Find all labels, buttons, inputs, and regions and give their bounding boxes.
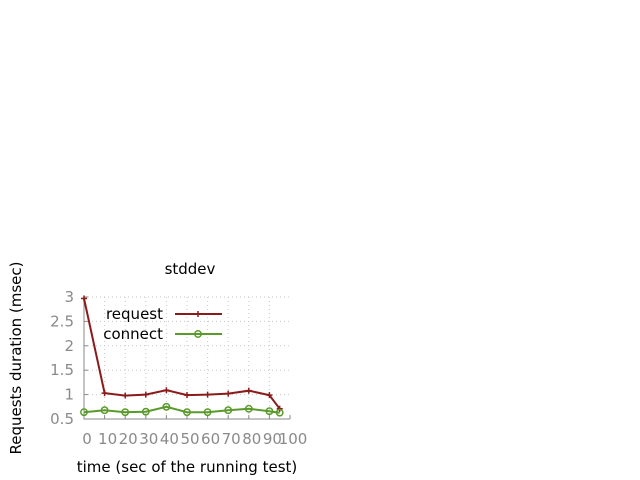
x-tick-label: 0: [82, 430, 92, 448]
data-point-connect: [275, 408, 284, 417]
y-tick-label: 2: [64, 337, 74, 355]
x-tick-label: 50: [180, 430, 199, 448]
chart-title: stddev: [165, 260, 216, 278]
x-tick-label: 70: [222, 430, 241, 448]
y-tick-label: 2.5: [50, 312, 74, 330]
data-point-connect: [244, 404, 253, 413]
data-point-connect: [121, 408, 130, 417]
legend-label-connect: connect: [103, 325, 163, 343]
x-tick-label: 40: [160, 430, 179, 448]
data-point-request: [245, 387, 252, 394]
y-tick-label: 1: [64, 386, 74, 404]
legend-marker-connect: [194, 330, 202, 338]
data-point-connect: [162, 402, 171, 411]
x-tick-label: 10: [98, 430, 117, 448]
series-line-connect: [83, 405, 280, 414]
data-point-connect: [203, 408, 212, 417]
y-tick-label: 3: [64, 288, 74, 306]
x-tick-label: 60: [201, 430, 220, 448]
y-tick-labels: 0.5 1 1.5 2 2.5 3: [50, 288, 74, 428]
data-point-request: [225, 390, 232, 397]
legend: request connect: [103, 305, 222, 343]
data-point-request: [163, 387, 170, 394]
series-group: [80, 295, 284, 417]
x-tick-label: 90: [263, 430, 282, 448]
legend-label-request: request: [106, 305, 163, 323]
x-tick-label: 80: [242, 430, 261, 448]
data-point-connect: [224, 406, 233, 415]
x-tick-label: 100: [279, 430, 308, 448]
data-point-connect: [265, 407, 274, 416]
x-axis-label: time (sec of the running test): [77, 458, 298, 476]
x-tick-label: 20: [119, 430, 138, 448]
x-tick-label: 30: [139, 430, 158, 448]
data-point-request: [266, 392, 273, 399]
data-point-connect: [100, 406, 109, 415]
data-point-request: [142, 391, 149, 398]
data-point-request: [81, 295, 87, 302]
data-point-connect: [80, 408, 88, 417]
legend-marker-request: [195, 311, 201, 317]
data-point-request: [184, 392, 190, 399]
y-tick-label: 0.5: [50, 410, 74, 428]
plot-frame: [83, 297, 290, 420]
y-axis-label: Requests duration (msec): [7, 261, 25, 454]
data-point-connect: [141, 407, 150, 416]
y-tick-label: 1.5: [50, 361, 74, 379]
data-point-connect: [183, 408, 191, 417]
data-point-request: [101, 390, 108, 397]
data-point-request: [122, 392, 129, 399]
axes: [83, 297, 290, 420]
data-point-request: [204, 391, 211, 398]
